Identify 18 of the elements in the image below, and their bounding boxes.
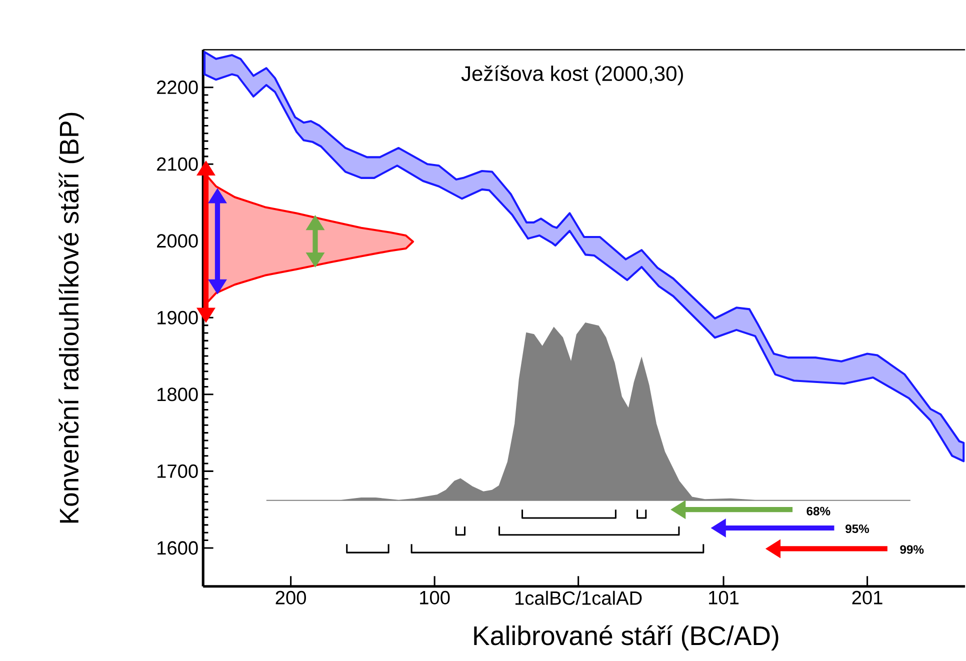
annotation: 99% (900, 545, 924, 554)
x-tick-label: 100 (420, 591, 450, 605)
x-tick-label: 101 (709, 591, 739, 605)
y-tick-label: 1700 (158, 464, 198, 478)
text: Ježíšova kost (2000,30) (461, 66, 683, 86)
y-tick-label: 2000 (157, 234, 198, 248)
y-axis-title: Konvenční radiouhlíkové stáří (BP) (58, 113, 84, 523)
annotation: 95% (846, 524, 870, 534)
y-tick-label: 2200 (157, 80, 198, 94)
y-tick-label: 1800 (158, 388, 198, 402)
x-tick-label: 1calBC/1calAD (515, 591, 642, 606)
x-axis-title: Kalibrované stáří (BC/AD) (474, 625, 778, 651)
y-tick-label: 1600 (158, 541, 198, 555)
annotation: 68% (806, 507, 830, 516)
y-tick-label: 1900 (158, 311, 198, 325)
x-tick-label: 200 (276, 591, 306, 605)
x-tick-label: 201 (852, 591, 882, 605)
y-tick-label: 2100 (157, 158, 198, 172)
